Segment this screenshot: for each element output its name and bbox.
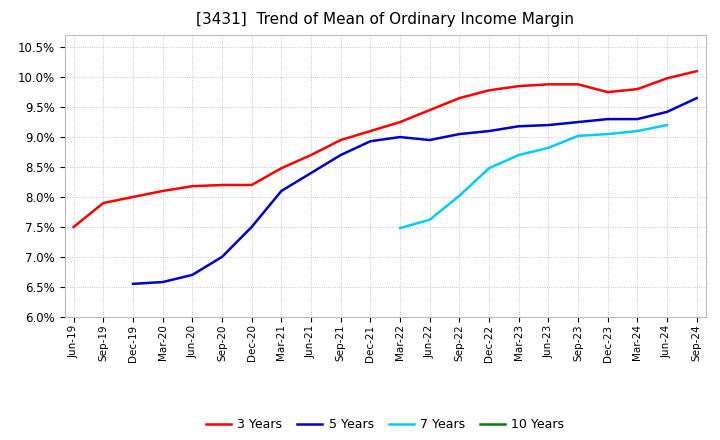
3 Years bbox=[217, 182, 226, 187]
7 Years bbox=[426, 217, 434, 222]
5 Years bbox=[129, 281, 138, 286]
5 Years bbox=[574, 119, 582, 125]
5 Years bbox=[662, 109, 671, 114]
3 Years bbox=[514, 84, 523, 89]
3 Years bbox=[336, 137, 345, 143]
5 Years bbox=[158, 279, 167, 285]
3 Years bbox=[485, 88, 493, 93]
3 Years bbox=[574, 82, 582, 87]
3 Years bbox=[248, 182, 256, 187]
Line: 7 Years: 7 Years bbox=[400, 125, 667, 228]
3 Years bbox=[693, 69, 701, 74]
5 Years bbox=[426, 137, 434, 143]
5 Years bbox=[217, 254, 226, 260]
5 Years bbox=[248, 224, 256, 230]
3 Years bbox=[544, 82, 553, 87]
5 Years bbox=[307, 170, 315, 176]
7 Years bbox=[514, 152, 523, 158]
3 Years bbox=[366, 128, 374, 134]
3 Years bbox=[69, 224, 78, 230]
7 Years bbox=[485, 165, 493, 171]
Line: 3 Years: 3 Years bbox=[73, 71, 697, 227]
7 Years bbox=[455, 193, 464, 198]
Title: [3431]  Trend of Mean of Ordinary Income Margin: [3431] Trend of Mean of Ordinary Income … bbox=[197, 12, 575, 27]
5 Years bbox=[396, 134, 405, 139]
5 Years bbox=[514, 124, 523, 129]
7 Years bbox=[574, 133, 582, 139]
3 Years bbox=[662, 76, 671, 81]
3 Years bbox=[188, 183, 197, 189]
5 Years bbox=[693, 95, 701, 101]
5 Years bbox=[603, 117, 612, 122]
3 Years bbox=[603, 89, 612, 95]
7 Years bbox=[544, 145, 553, 150]
3 Years bbox=[129, 194, 138, 200]
5 Years bbox=[544, 122, 553, 128]
5 Years bbox=[485, 128, 493, 134]
3 Years bbox=[307, 152, 315, 158]
7 Years bbox=[396, 225, 405, 231]
3 Years bbox=[277, 165, 286, 171]
5 Years bbox=[277, 188, 286, 194]
3 Years bbox=[396, 119, 405, 125]
7 Years bbox=[662, 122, 671, 128]
3 Years bbox=[455, 95, 464, 101]
7 Years bbox=[603, 132, 612, 137]
3 Years bbox=[426, 107, 434, 113]
Line: 5 Years: 5 Years bbox=[133, 98, 697, 284]
7 Years bbox=[633, 128, 642, 134]
5 Years bbox=[633, 117, 642, 122]
5 Years bbox=[188, 272, 197, 278]
Legend: 3 Years, 5 Years, 7 Years, 10 Years: 3 Years, 5 Years, 7 Years, 10 Years bbox=[201, 413, 570, 436]
5 Years bbox=[336, 152, 345, 158]
5 Years bbox=[455, 132, 464, 137]
3 Years bbox=[158, 188, 167, 194]
3 Years bbox=[99, 200, 108, 205]
3 Years bbox=[633, 87, 642, 92]
5 Years bbox=[366, 139, 374, 144]
